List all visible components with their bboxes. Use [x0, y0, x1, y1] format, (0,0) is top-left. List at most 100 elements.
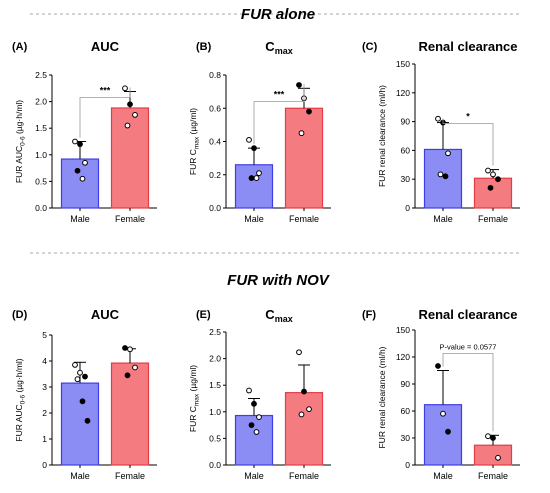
- y-axis-label-unit: (µg·h/ml): [14, 358, 24, 395]
- data-point: [122, 85, 128, 92]
- y-axis-label-unit: (µg/ml): [188, 365, 198, 394]
- data-point: [495, 454, 501, 461]
- data-point: [442, 173, 449, 180]
- x-tick-label: Female: [289, 214, 319, 224]
- data-point: [122, 345, 128, 351]
- x-tick-label: Male: [70, 214, 90, 224]
- significance-label: *: [466, 112, 470, 122]
- data-point: [74, 167, 81, 174]
- data-point: [437, 171, 444, 178]
- y-tick-label: 0.2: [209, 170, 221, 180]
- data-point: [248, 175, 255, 181]
- data-point: [82, 159, 88, 166]
- y-tick-label: 0.5: [209, 433, 221, 443]
- y-axis-label: FUR AUC0-6 (µg·h/ml): [14, 100, 27, 183]
- data-point: [485, 167, 491, 174]
- data-point: [72, 138, 78, 145]
- y-tick-label: 0.6: [209, 103, 221, 113]
- y-tick-label: 0: [42, 460, 47, 470]
- y-tick-label: 90: [401, 117, 411, 127]
- chart-panel-6: (F) Renal clearance FUR renal clearance (m…: [362, 307, 520, 481]
- chart-title: Renal clearance: [418, 39, 517, 54]
- y-tick-label: 0.0: [209, 460, 221, 470]
- chart-panel-4: (D) AUC FUR AUC0-6 (µg·h/ml) 0 1 2 3 4 5 Male Fema…: [12, 307, 157, 481]
- x-tick-label: Female: [115, 214, 145, 224]
- panel-label: (C): [362, 41, 378, 53]
- chart-panel-3: (C) Renal clearance FUR renal clearance (m…: [362, 39, 520, 224]
- chart-title-subscript: max: [275, 314, 293, 324]
- data-point: [296, 82, 302, 88]
- data-point: [127, 101, 133, 108]
- data-point: [248, 422, 255, 429]
- panel-label: (F): [362, 309, 376, 321]
- y-axis-label-subscript: 0-6: [20, 136, 27, 146]
- y-tick-label: 60: [401, 406, 411, 416]
- bar-female: [110, 362, 150, 466]
- data-point: [445, 428, 451, 435]
- data-point: [251, 145, 257, 152]
- significance-bracket: [79, 87, 131, 138]
- y-axis-label: FUR Cmax (µg/ml): [188, 108, 201, 175]
- y-tick-label: 1.0: [35, 150, 47, 160]
- data-point: [253, 175, 260, 181]
- significance-bracket: [442, 352, 494, 432]
- y-axis-label-subscript: max: [194, 136, 201, 149]
- y-tick-label: 1.0: [209, 407, 221, 417]
- chart-title: AUC: [91, 307, 120, 322]
- bar-female: [473, 444, 513, 466]
- y-tick-label: 120: [396, 88, 410, 98]
- data-point: [256, 414, 262, 421]
- data-point: [301, 388, 307, 395]
- bar-female: [284, 107, 324, 209]
- bar-male: [423, 148, 463, 209]
- y-tick-label: 60: [401, 145, 411, 155]
- panel-label: (B): [196, 41, 212, 53]
- data-point: [490, 435, 496, 441]
- y-tick-label: 0: [405, 460, 410, 470]
- y-tick-label: 2.0: [209, 354, 221, 364]
- x-tick-label: Female: [289, 471, 319, 481]
- data-point: [84, 417, 91, 424]
- data-point: [77, 141, 83, 148]
- section-title-1: FUR alone: [241, 6, 315, 23]
- bar-male: [234, 164, 274, 209]
- y-tick-label: 0.5: [35, 176, 47, 186]
- chart-panel-5: (E) Cmax FUR Cmax (µg/ml) 0.0 0.5 1.0 1.5 2.0 2.…: [188, 307, 331, 481]
- y-tick-label: 0.8: [209, 70, 221, 80]
- panel-label: (A): [12, 41, 28, 53]
- panel-label: (E): [196, 309, 211, 321]
- data-point: [79, 398, 86, 405]
- data-point: [445, 150, 451, 157]
- data-point: [256, 170, 262, 176]
- data-point: [298, 130, 305, 137]
- data-point: [435, 115, 441, 122]
- chart-title: Renal clearance: [418, 307, 517, 322]
- y-tick-label: 30: [401, 174, 411, 184]
- y-tick-label: 3: [42, 382, 47, 392]
- y-tick-label: 90: [401, 379, 411, 389]
- data-point: [435, 363, 441, 369]
- data-point: [298, 411, 305, 418]
- significance-bracket: [442, 118, 494, 166]
- data-point: [490, 171, 496, 178]
- y-tick-label: 1: [42, 434, 47, 444]
- data-point: [253, 429, 260, 435]
- y-axis-label-unit: (µg·h/ml): [14, 100, 24, 137]
- data-point: [132, 364, 138, 371]
- data-point: [246, 136, 252, 143]
- data-point: [306, 108, 312, 115]
- y-axis-label: FUR renal clearance (ml/h): [377, 346, 387, 448]
- y-axis-label: FUR renal clearance (ml/h): [377, 85, 387, 187]
- significance-label: P-value = 0.0577: [440, 342, 497, 351]
- chart-title: Cmax: [265, 307, 292, 324]
- data-point: [77, 369, 83, 376]
- y-axis-label-subscript: 0-6: [20, 395, 27, 405]
- data-point: [124, 372, 131, 379]
- bar-male: [234, 414, 274, 466]
- data-point: [127, 346, 133, 353]
- data-point: [440, 410, 446, 417]
- bar-male: [60, 382, 100, 466]
- panel-label: (D): [12, 309, 28, 321]
- y-tick-label: 2.5: [209, 327, 221, 337]
- data-point: [485, 433, 491, 440]
